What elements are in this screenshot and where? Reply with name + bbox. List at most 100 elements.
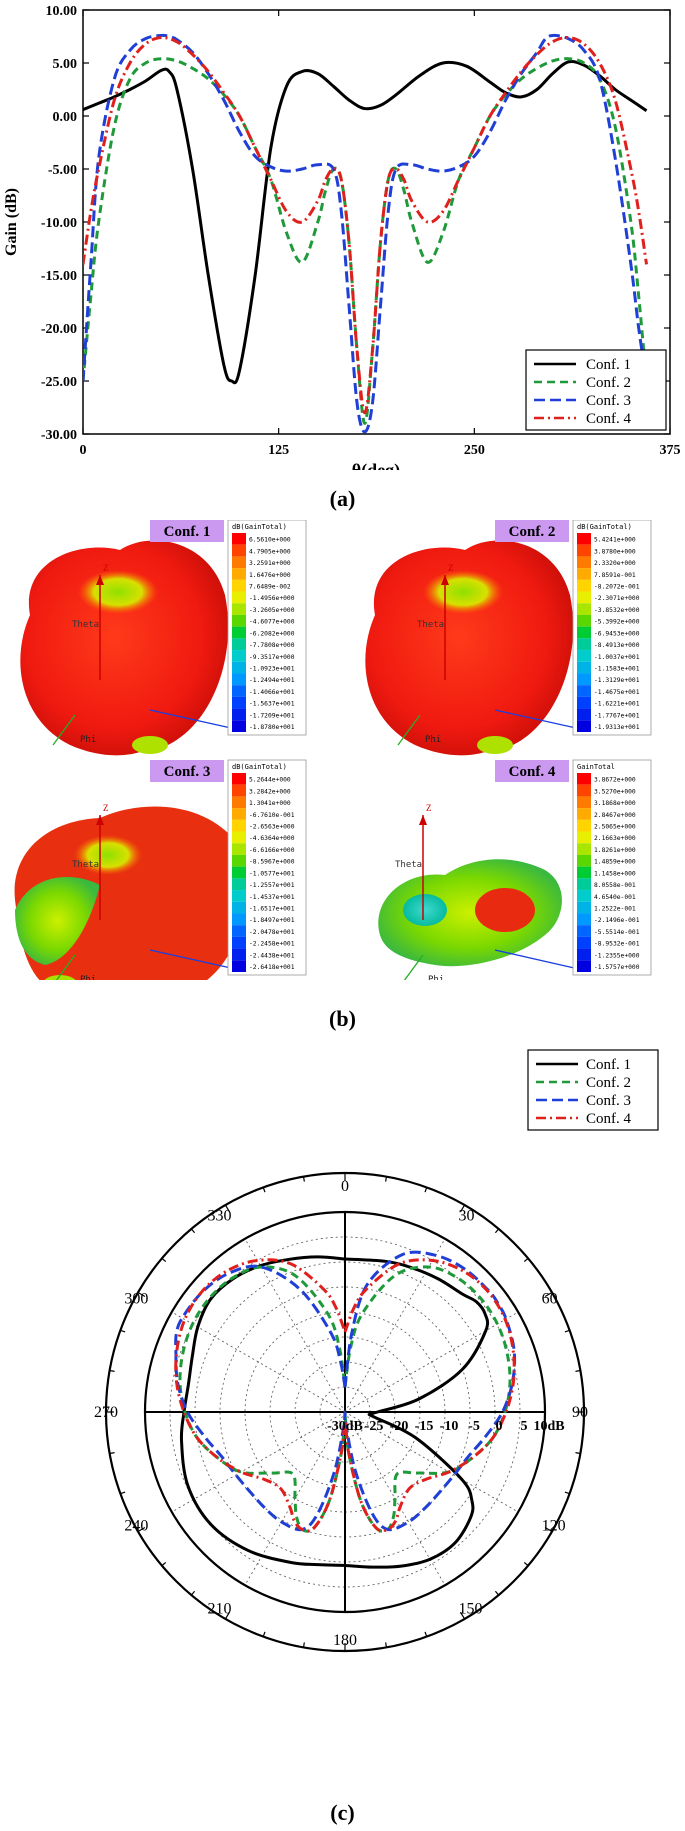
- color-legend-value: -6.9453e+000: [594, 630, 640, 637]
- radial-label: 5: [521, 1419, 528, 1434]
- grid-spoke: [344, 1311, 519, 1413]
- conf-label: Conf. 4: [509, 764, 556, 780]
- color-legend-swatch: [577, 784, 591, 797]
- caption-a: (a): [329, 486, 356, 511]
- color-legend-swatch: [577, 533, 591, 545]
- x-tick-label: 375: [660, 443, 681, 458]
- angle-tick: [564, 1329, 570, 1333]
- angle-label: 90: [572, 1404, 588, 1421]
- color-legend-value: 1.6476e+000: [249, 572, 291, 579]
- color-legend-value: -1.4956e+000: [249, 595, 295, 602]
- angle-tick: [385, 1176, 388, 1182]
- color-legend-swatch: [577, 796, 591, 809]
- angle-tick: [161, 1561, 167, 1567]
- color-legend-value: -7.7808e+000: [249, 642, 295, 649]
- color-legend-swatch: [577, 913, 591, 926]
- angle-tick: [385, 1642, 388, 1648]
- angle-tick: [494, 1228, 500, 1234]
- color-legend-swatch: [577, 773, 591, 785]
- color-legend-swatch: [232, 819, 246, 832]
- y-tick-label: 5.00: [53, 57, 78, 72]
- color-legend-swatch: [232, 784, 246, 797]
- theta-label: Theta: [395, 860, 422, 870]
- caption-c: (c): [330, 1800, 355, 1825]
- pattern-cell-1: ZThetaYPhiConf. 1dB(GainTotal)6.5610e+00…: [20, 519, 307, 756]
- angle-tick: [424, 1631, 428, 1637]
- angle-label: 150: [459, 1601, 483, 1618]
- color-legend-value: 2.8467e+000: [594, 812, 636, 819]
- phi-label: Phi: [80, 975, 96, 980]
- angle-label: 120: [542, 1518, 566, 1535]
- color-legend-swatch: [232, 901, 246, 914]
- panel-a: 10.00 5.00 0.00 -5.00 -10.00 -15.00 -20.00 -25.…: [0, 0, 685, 481]
- color-legend-swatch: [232, 925, 246, 937]
- y-tick-label: -25.00: [41, 375, 77, 390]
- color-legend-swatch: [232, 866, 246, 879]
- color-legend-value: -2.1496e-001: [594, 917, 640, 924]
- color-legend-swatch: [232, 650, 246, 662]
- color-legend-swatch: [577, 819, 591, 832]
- color-legend-value: 4.7905e+000: [249, 548, 291, 555]
- color-legend-value: 6.5610e+000: [249, 537, 291, 544]
- phi-label: Phi: [80, 735, 96, 745]
- angle-tick: [224, 1611, 231, 1620]
- radiation-pattern-3d-grid: ZThetaYPhiConf. 1dB(GainTotal)6.5610e+00…: [14, 519, 652, 1005]
- conf-label: Conf. 2: [509, 524, 556, 540]
- color-legend-title: dB(GainTotal): [232, 763, 287, 771]
- angle-tick: [302, 1642, 305, 1648]
- y-tick-label: -15.00: [41, 269, 77, 284]
- angle-tick: [137, 1291, 146, 1298]
- legend-label: Conf. 4: [586, 411, 632, 427]
- color-legend-swatch: [577, 626, 591, 639]
- color-legend-swatch: [577, 591, 591, 604]
- color-legend-value: 3.2591e+000: [249, 560, 291, 567]
- angle-tick: [302, 1176, 305, 1182]
- color-legend-swatch: [232, 638, 246, 651]
- conf-label-badge: [495, 520, 569, 542]
- pattern-cell-4: ZThetaYPhiConf. 4GainTotal3.8672e+0003.5…: [378, 759, 652, 986]
- angle-tick: [564, 1491, 570, 1495]
- radial-label: -25: [365, 1419, 384, 1434]
- color-legend-swatch: [577, 556, 591, 569]
- color-legend-value: 5.4241e+000: [594, 537, 636, 544]
- color-legend-value: 8.0558e-001: [594, 882, 636, 889]
- color-legend-swatch: [232, 808, 246, 820]
- color-legend-value: 7.8591e-001: [594, 572, 636, 579]
- color-legend-value: 1.8261e+000: [594, 847, 636, 854]
- radial-label: -30dB: [327, 1419, 363, 1434]
- color-legend-value: -1.6517e+001: [249, 905, 295, 912]
- color-legend-swatch: [577, 720, 591, 732]
- legend-label: Conf. 4: [586, 1111, 632, 1127]
- color-legend-value: -1.5637e+001: [249, 701, 295, 708]
- angle-label: 210: [208, 1601, 232, 1618]
- y-tick-label: -5.00: [48, 163, 77, 178]
- y-axis-label: Gain (dB): [3, 188, 20, 256]
- color-legend-swatch: [577, 614, 591, 627]
- color-legend-value: -1.2494e+001: [249, 677, 295, 684]
- color-legend-swatch: [232, 936, 246, 949]
- radiation-top-null: [74, 835, 142, 875]
- color-legend-swatch: [577, 866, 591, 879]
- color-legend-swatch: [577, 661, 591, 674]
- color-legend-value: -1.1583e+001: [594, 665, 640, 672]
- z-axis-arrow: [441, 575, 449, 585]
- color-legend-title: dB(GainTotal): [232, 523, 287, 531]
- color-legend-value: 2.1663e+000: [594, 835, 636, 842]
- phi-axis: [397, 714, 421, 746]
- color-legend-value: 3.2842e+000: [249, 788, 291, 795]
- color-legend-swatch: [577, 948, 591, 961]
- color-legend-swatch: [577, 603, 591, 615]
- angle-tick: [575, 1369, 581, 1372]
- color-legend-value: -8.2072e-001: [594, 584, 640, 591]
- phi-axis: [52, 714, 76, 746]
- radial-label: -10: [440, 1419, 459, 1434]
- color-legend-swatch: [577, 831, 591, 844]
- color-legend-value: -1.0577e+001: [249, 870, 295, 877]
- color-legend-swatch: [232, 708, 246, 721]
- polar-series-conf-1: [179, 1255, 490, 1569]
- color-legend-swatch: [577, 843, 591, 855]
- y-axis: [149, 949, 241, 971]
- color-legend-value: -1.9313e+001: [594, 724, 640, 731]
- angle-tick: [544, 1526, 553, 1533]
- color-legend-value: -1.5757e+000: [594, 964, 640, 971]
